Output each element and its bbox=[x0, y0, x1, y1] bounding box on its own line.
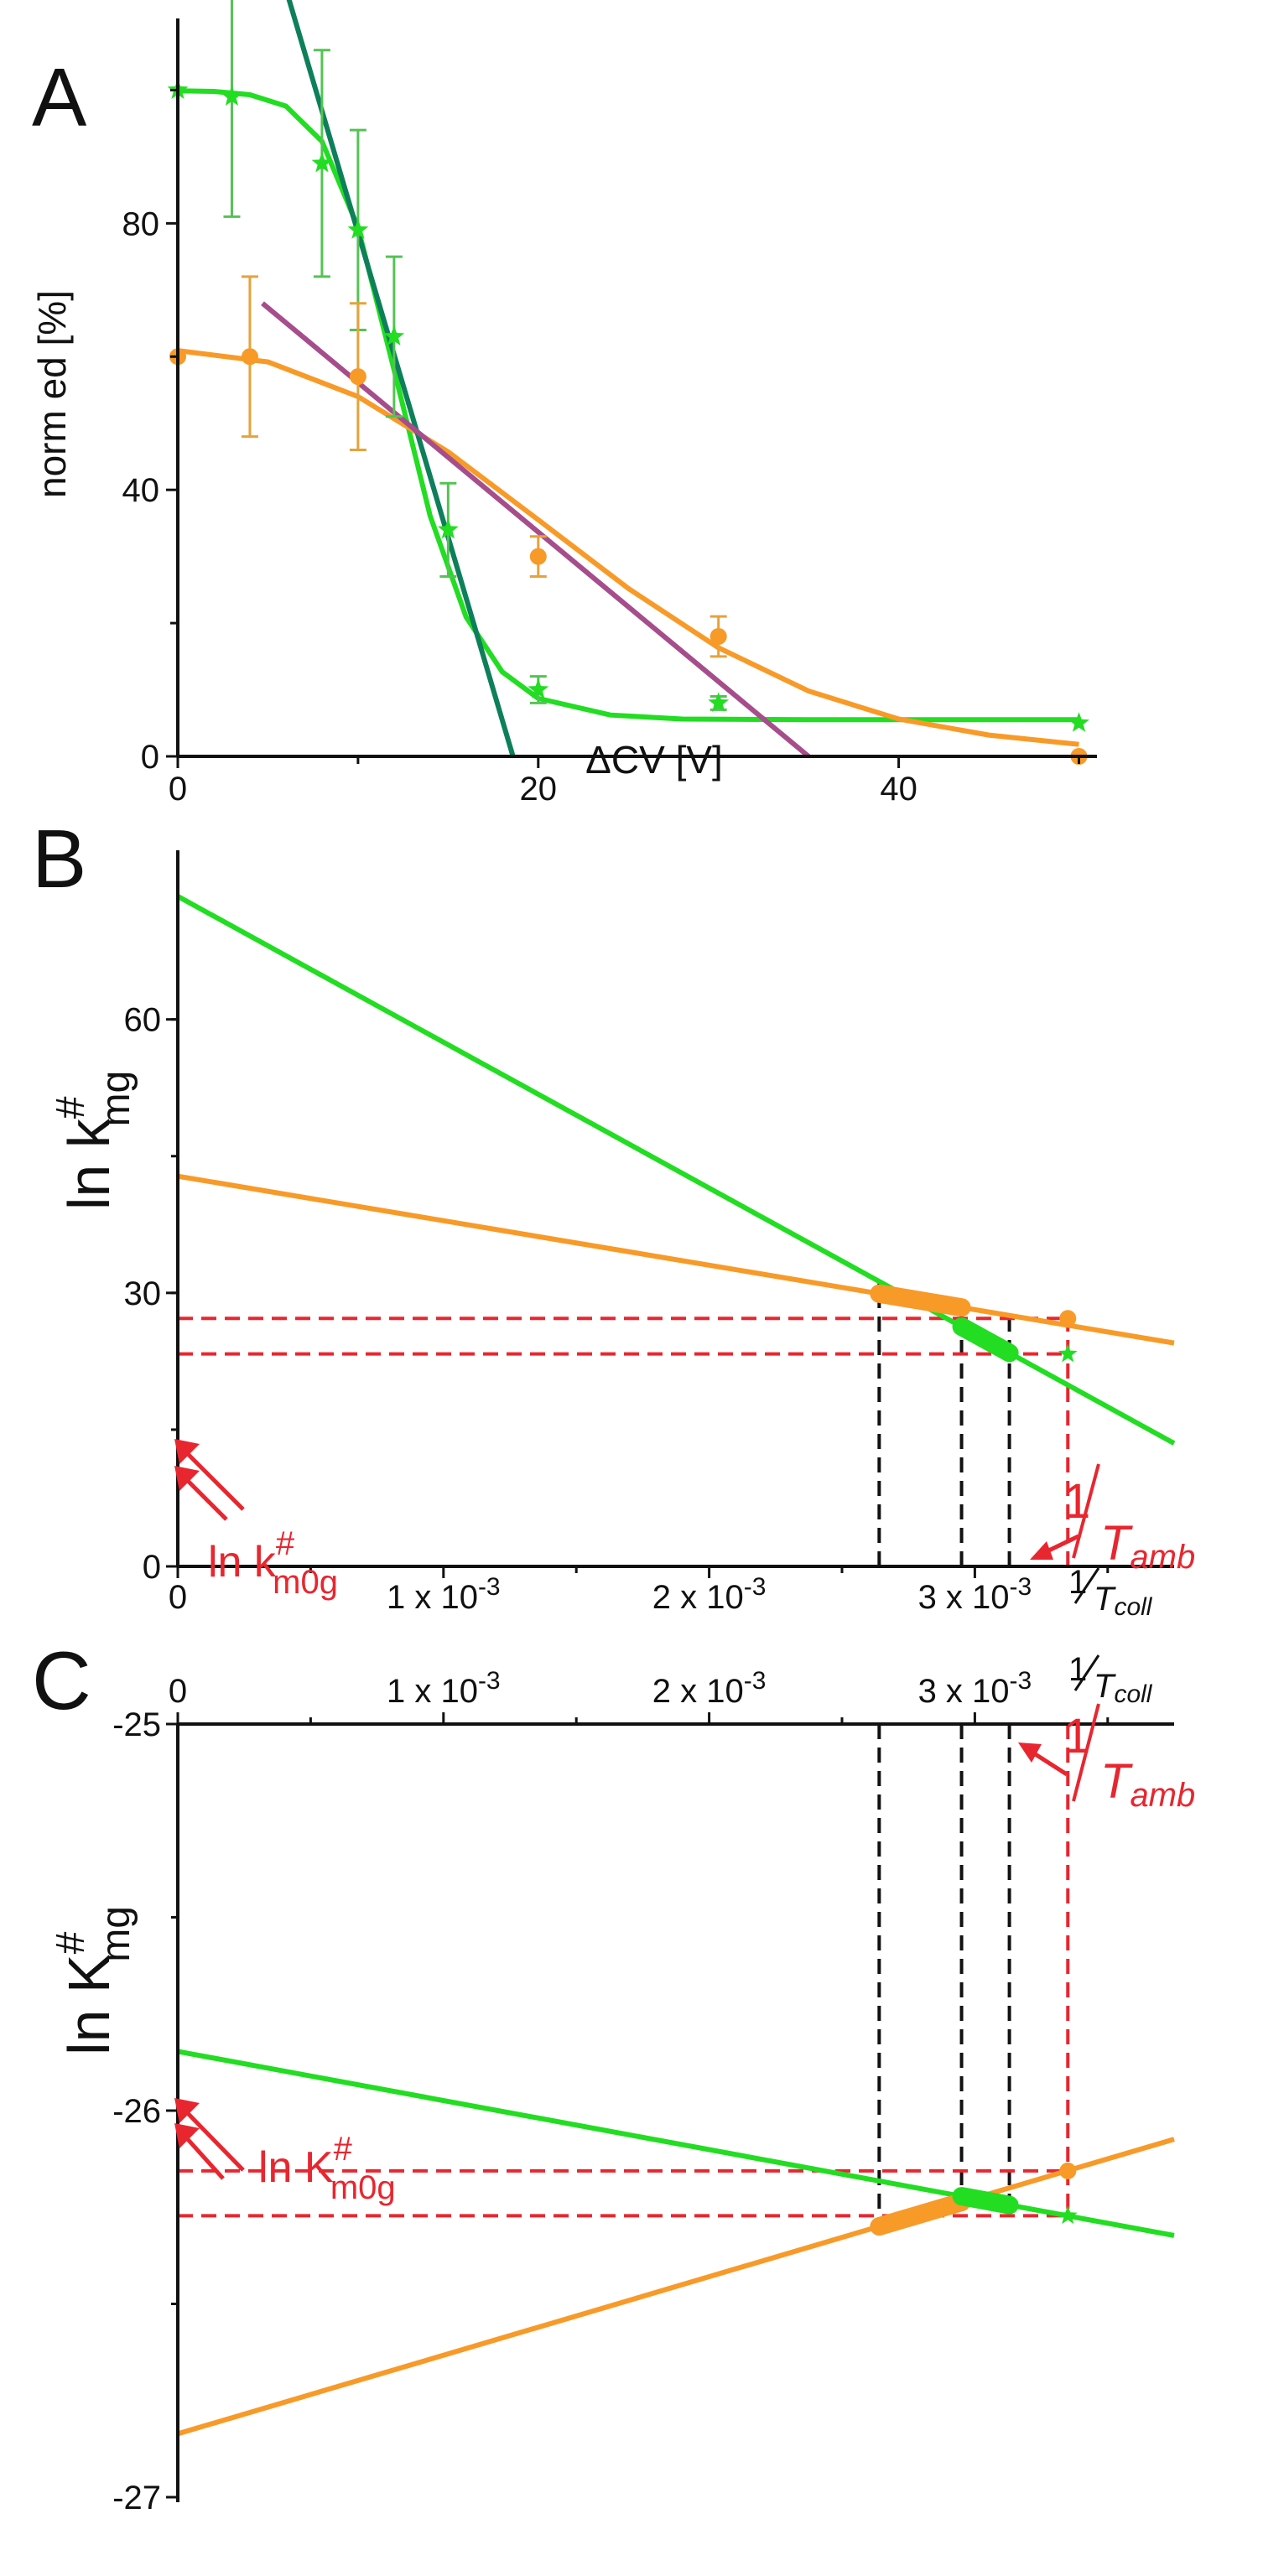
b-panel-ytick-label: 30 bbox=[124, 1275, 162, 1312]
panel-a-point-orange bbox=[349, 368, 366, 386]
panel-a-point-green bbox=[528, 678, 549, 699]
panel-c-xlabel-den: Tcoll bbox=[1094, 1668, 1153, 1708]
panel-a-point-green bbox=[383, 325, 405, 345]
panel-a-point-green bbox=[311, 152, 333, 173]
panel-c-intercept-label: ln K# m0g bbox=[258, 2131, 396, 2206]
panel-b: B ln k#mg 0 30 60 0 1 x 10-3 2 x 10-3 3 x 10-3… bbox=[32, 813, 1195, 1621]
panel-a-ytick-label: 40 bbox=[122, 472, 160, 509]
panel-a-ytick-label: 0 bbox=[141, 739, 159, 776]
panel-a-ylabel: norm ed [%] bbox=[30, 290, 74, 498]
panel-b-amb-den: Tamb bbox=[1100, 1516, 1195, 1576]
panel-a-point-orange bbox=[529, 548, 547, 565]
panel-a: A norm ed [%] ΔCV [V] 0 40 80 0 20 40 bbox=[30, 0, 1097, 808]
panel-b-red-arrowhead-1 bbox=[174, 1439, 200, 1464]
panel-c-amb-slash bbox=[1072, 1703, 1100, 1802]
panel-c-xlabel: 1 Tcoll bbox=[1068, 1651, 1153, 1708]
panel-a-label: A bbox=[32, 51, 87, 143]
c-panel-highlight-green bbox=[952, 2187, 1019, 2215]
b-panel-xtick-label: 2 x 10-3 bbox=[652, 1573, 767, 1616]
b-panel-ytick-label: 0 bbox=[143, 1549, 161, 1586]
c-panel-highlight-orange bbox=[870, 2193, 971, 2236]
panel-c-red-arrowhead-1 bbox=[174, 2098, 200, 2123]
panel-b-ylabel: ln k#mg bbox=[49, 1071, 138, 1210]
panel-b-xlabel: 1 Tcoll bbox=[1068, 1564, 1153, 1621]
panel-c-intercept-annotation: ln K# m0g bbox=[174, 2098, 396, 2206]
c-panel-amb-point-orange bbox=[1059, 2162, 1077, 2179]
c-panel-ytick-label: -25 bbox=[112, 1706, 161, 1743]
panel-c-xlabel-num: 1 bbox=[1068, 1651, 1087, 1688]
c-panel-line-orange bbox=[177, 2137, 1175, 2437]
b-panel-xtick-label: 1 x 10-3 bbox=[387, 1573, 501, 1616]
b-panel-highlight-orange bbox=[870, 1284, 971, 1317]
panel-b-amb-arrowhead bbox=[1030, 1541, 1053, 1560]
panel-a-xtick-label: 0 bbox=[169, 771, 187, 808]
panel-b-red-arrowhead-2 bbox=[174, 1466, 200, 1491]
panel-a-point-green bbox=[438, 518, 459, 539]
panel-a-point-orange bbox=[241, 348, 258, 366]
c-panel-ytick-label: -27 bbox=[112, 2480, 161, 2516]
panel-c-red-arrow-1 bbox=[176, 2101, 245, 2172]
panel-a-ytick-label: 80 bbox=[122, 205, 160, 242]
panel-b-intercept-label: ln k# m0g bbox=[208, 1525, 338, 1601]
panel-b-xlabel-den: Tcoll bbox=[1094, 1581, 1153, 1621]
b-panel-line-orange bbox=[177, 1173, 1175, 1346]
panel-b-amb-annotation: 1 Tamb bbox=[1030, 1463, 1195, 1576]
b-panel-xtick-label: 3 x 10-3 bbox=[918, 1573, 1032, 1616]
b-panel-amb-point-green bbox=[1058, 1343, 1078, 1363]
panel-b-xlabel-slash bbox=[1073, 1567, 1100, 1604]
panel-c-amb-annotation: 1 Tamb bbox=[1018, 1703, 1195, 1814]
panel-a-point-orange bbox=[709, 627, 727, 645]
c-panel-ytick-label: -26 bbox=[112, 2093, 161, 2130]
panel-c-amb-den: Tamb bbox=[1100, 1754, 1195, 1814]
panel-b-label: B bbox=[32, 813, 86, 905]
panel-a-point-green bbox=[221, 86, 242, 106]
panel-a-fit-orange-sigmoid bbox=[177, 348, 1079, 747]
panel-b-amb-slash bbox=[1072, 1463, 1100, 1559]
panel-a-point-green bbox=[708, 692, 730, 712]
panel-a-point-green bbox=[347, 219, 369, 239]
panel-b-xlabel-num: 1 bbox=[1068, 1564, 1087, 1601]
panel-c-ylabel: ln K#mg bbox=[49, 1906, 138, 2055]
c-panel-xtick-label: 1 x 10-3 bbox=[387, 1667, 501, 1710]
panel-a-xtick-label: 40 bbox=[880, 771, 917, 808]
panel-c: C ln K#mg -25 -26 -27 0 1 x 10-3 2 x 10-3 3 x … bbox=[32, 1634, 1195, 2516]
panel-a-xtick-label: 20 bbox=[520, 771, 558, 808]
b-panel-amb-point-orange bbox=[1059, 1310, 1077, 1327]
c-panel-xtick-label: 2 x 10-3 bbox=[652, 1667, 767, 1710]
c-panel-amb-point-green bbox=[1058, 2205, 1078, 2225]
c-panel-xtick-label: 0 bbox=[169, 1673, 187, 1710]
b-panel-xtick-label: 0 bbox=[169, 1579, 187, 1616]
panel-a-point-green bbox=[1068, 712, 1089, 732]
panel-c-xlabel-slash bbox=[1073, 1654, 1100, 1691]
b-panel-highlight-green bbox=[952, 1317, 1019, 1363]
panel-c-label: C bbox=[32, 1634, 91, 1727]
panel-b-amb-num: 1 bbox=[1063, 1474, 1090, 1529]
panel-c-amb-arrowhead bbox=[1018, 1742, 1042, 1763]
c-panel-xtick-label: 3 x 10-3 bbox=[918, 1667, 1032, 1710]
panel-a-xlabel: ΔCV [V] bbox=[585, 738, 723, 782]
b-panel-ytick-label: 60 bbox=[124, 1002, 162, 1039]
panel-b-intercept-annotation: ln k# m0g bbox=[174, 1439, 338, 1601]
panel-c-red-arrowhead-2 bbox=[174, 2123, 200, 2148]
